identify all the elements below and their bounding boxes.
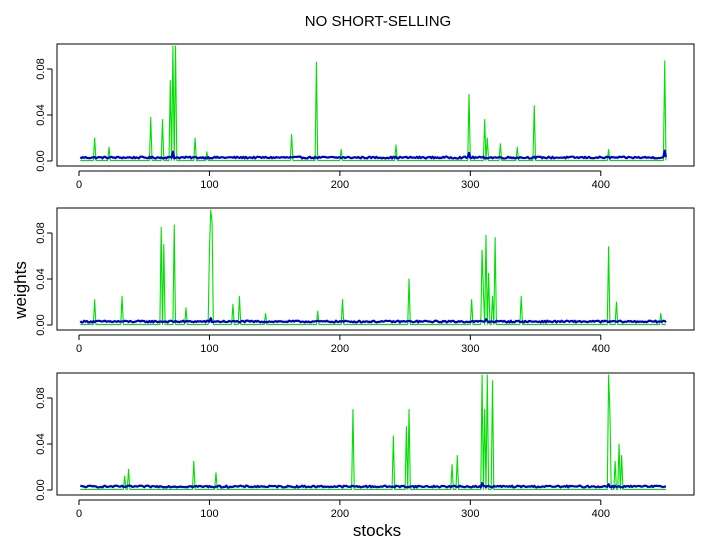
series-group — [80, 374, 667, 490]
x-tick-label: 400 — [592, 179, 610, 191]
series-group — [79, 45, 668, 161]
series-line-blue — [80, 482, 667, 489]
plot-frame — [56, 372, 695, 496]
y-tick-label: 0.04 — [35, 433, 47, 454]
x-tick-label: 400 — [592, 508, 610, 520]
x-tick-label: 200 — [331, 343, 349, 355]
x-tick-label: 300 — [461, 179, 479, 191]
chart-panel-1: 0 100 200 300 400 0.00 0.04 0.08 — [35, 43, 695, 191]
x-axis-label: stocks — [353, 521, 401, 540]
series-line-blue — [79, 317, 667, 324]
x-tick-label: 400 — [592, 343, 610, 355]
x-tick-label: 200 — [331, 179, 349, 191]
x-tick-label: 0 — [76, 179, 82, 191]
series-line-blue — [79, 149, 668, 160]
x-tick-label: 200 — [331, 508, 349, 520]
y-tick-label: 0.00 — [35, 150, 47, 171]
x-tick-label: 300 — [461, 343, 479, 355]
plot-frame — [56, 207, 695, 331]
y-tick-label: 0.00 — [35, 314, 47, 335]
series-line-green — [80, 209, 666, 325]
y-tick-label: 0.08 — [35, 387, 47, 408]
series-line-green — [80, 45, 667, 161]
x-tick-label: 100 — [200, 179, 218, 191]
y-tick-label: 0.00 — [35, 479, 47, 500]
y-tick-label: 0.08 — [35, 58, 47, 79]
series-line-green — [80, 374, 666, 490]
panels: 0 100 200 300 400 0.00 0.04 0.08 0 100 200 300 400 0.… — [35, 43, 695, 520]
x-tick-label: 100 — [200, 343, 218, 355]
y-axis-label: weights — [11, 261, 30, 320]
y-tick-label: 0.04 — [35, 104, 47, 125]
x-tick-label: 300 — [461, 508, 479, 520]
y-tick-label: 0.04 — [35, 268, 47, 289]
figure-title: NO SHORT-SELLING — [305, 13, 451, 30]
series-group — [79, 209, 667, 325]
x-tick-label: 100 — [200, 508, 218, 520]
x-tick-label: 0 — [76, 343, 82, 355]
x-tick-label: 0 — [76, 508, 82, 520]
chart-panel-2: 0 100 200 300 400 0.00 0.04 0.08 — [35, 207, 695, 355]
chart-panel-3: 0 100 200 300 400 0.00 0.04 0.08 — [35, 372, 695, 520]
y-tick-label: 0.08 — [35, 222, 47, 243]
plot-frame — [56, 43, 695, 167]
